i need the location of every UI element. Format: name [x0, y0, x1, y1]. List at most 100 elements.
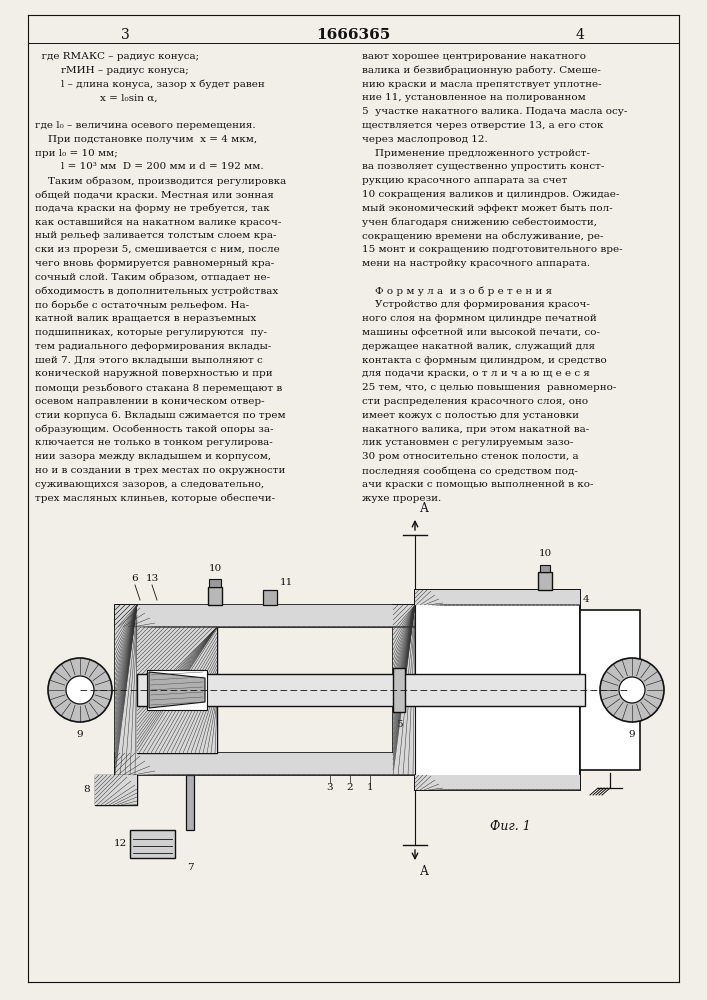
- Text: сти распределения красочного слоя, оно: сти распределения красочного слоя, оно: [362, 397, 588, 406]
- Text: суживающихся зазоров, а следовательно,: суживающихся зазоров, а следовательно,: [35, 480, 264, 489]
- Text: катной валик вращается в неразъемных: катной валик вращается в неразъемных: [35, 314, 256, 323]
- Text: через маслопровод 12.: через маслопровод 12.: [362, 135, 488, 144]
- Text: рукцию красочного аппарата за счет: рукцию красочного аппарата за счет: [362, 176, 567, 185]
- Bar: [137, 674, 585, 706]
- Bar: [115, 753, 415, 775]
- Text: для подачи краски, о т л и ч а ю щ е е с я: для подачи краски, о т л и ч а ю щ е е с…: [362, 369, 590, 378]
- Text: А: А: [420, 865, 429, 878]
- Polygon shape: [149, 672, 205, 708]
- Text: 4: 4: [575, 28, 585, 42]
- Bar: [415, 775, 580, 790]
- Text: помощи резьбового стакана 8 перемещают в: помощи резьбового стакана 8 перемещают в: [35, 383, 282, 393]
- Text: подача краски на форму не требуется, так: подача краски на форму не требуется, так: [35, 204, 270, 213]
- Text: 5: 5: [396, 720, 402, 729]
- Text: 15 монт и сокращению подготовительного вре-: 15 монт и сокращению подготовительного в…: [362, 245, 623, 254]
- Text: ва позволяет существенно упростить конст-: ва позволяет существенно упростить конст…: [362, 162, 604, 171]
- Text: по борьбе с остаточным рельефом. На-: по борьбе с остаточным рельефом. На-: [35, 300, 249, 310]
- Text: контакта с формным цилиндром, и средство: контакта с формным цилиндром, и средство: [362, 356, 607, 365]
- Bar: [115, 605, 415, 627]
- Bar: [147, 670, 207, 710]
- Text: 2: 2: [346, 783, 354, 792]
- Text: 3: 3: [327, 783, 333, 792]
- Text: 6: 6: [132, 574, 139, 583]
- Bar: [186, 775, 194, 830]
- Bar: [115, 753, 415, 775]
- Bar: [415, 590, 580, 790]
- Text: где l₀ – величина осевого перемещения.: где l₀ – величина осевого перемещения.: [35, 121, 256, 130]
- Text: 13: 13: [146, 574, 158, 583]
- Text: 30 ром относительно стенок полости, а: 30 ром относительно стенок полости, а: [362, 452, 578, 461]
- Text: где RМАКС – радиус конуса;: где RМАКС – радиус конуса;: [35, 52, 199, 61]
- Text: 9: 9: [76, 730, 83, 739]
- Text: ачи краски с помощью выполненной в ко-: ачи краски с помощью выполненной в ко-: [362, 480, 593, 489]
- Bar: [95, 775, 137, 805]
- Text: накатного валика, при этом накатной ва-: накатного валика, при этом накатной ва-: [362, 425, 589, 434]
- Bar: [393, 605, 415, 775]
- Bar: [95, 775, 137, 805]
- Circle shape: [48, 658, 112, 722]
- Text: Применение предложенного устройст-: Применение предложенного устройст-: [362, 149, 590, 158]
- Text: Таким образом, производится регулировка: Таким образом, производится регулировка: [35, 176, 286, 186]
- Bar: [130, 830, 175, 858]
- Text: валика и безвибрационную работу. Смеше-: валика и безвибрационную работу. Смеше-: [362, 66, 601, 75]
- Circle shape: [619, 677, 645, 703]
- Text: 7: 7: [187, 863, 193, 872]
- Text: ние 11, установленное на полированном: ние 11, установленное на полированном: [362, 93, 586, 102]
- Text: нии зазора между вкладышем и корпусом,: нии зазора между вкладышем и корпусом,: [35, 452, 271, 461]
- Text: лик установмен с регулируемым зазо-: лик установмен с регулируемым зазо-: [362, 438, 573, 447]
- Text: ного слоя на формном цилиндре печатной: ного слоя на формном цилиндре печатной: [362, 314, 597, 323]
- Text: сокращению времени на обслуживание, ре-: сокращению времени на обслуживание, ре-: [362, 231, 604, 241]
- Text: сочный слой. Таким образом, отпадает не-: сочный слой. Таким образом, отпадает не-: [35, 273, 270, 282]
- Text: учен благодаря снижению себестоимости,: учен благодаря снижению себестоимости,: [362, 218, 597, 227]
- Text: при l₀ = 10 мм;: при l₀ = 10 мм;: [35, 149, 118, 158]
- Bar: [115, 605, 415, 627]
- Text: осевом направлении в коническом отвер-: осевом направлении в коническом отвер-: [35, 397, 264, 406]
- Bar: [137, 627, 217, 753]
- Text: Ф о р м у л а  и з о б р е т е н и я: Ф о р м у л а и з о б р е т е н и я: [362, 287, 552, 296]
- Text: 3: 3: [121, 28, 129, 42]
- Bar: [393, 605, 415, 775]
- Text: образующим. Особенность такой опоры за-: образующим. Особенность такой опоры за-: [35, 425, 274, 434]
- Bar: [393, 668, 405, 712]
- Text: машины офсетной или высокой печати, со-: машины офсетной или высокой печати, со-: [362, 328, 600, 337]
- Text: вают хорошее центрирование накатного: вают хорошее центрирование накатного: [362, 52, 586, 61]
- Text: 4: 4: [583, 595, 590, 604]
- Text: 10 сокращения валиков и цилиндров. Ожидае-: 10 сокращения валиков и цилиндров. Ожида…: [362, 190, 619, 199]
- Bar: [115, 605, 137, 775]
- Text: обходимость в дополнительных устройствах: обходимость в дополнительных устройствах: [35, 287, 279, 296]
- Text: чего вновь формируется равномерный кра-: чего вновь формируется равномерный кра-: [35, 259, 274, 268]
- Text: мени на настройку красочного аппарата.: мени на настройку красочного аппарата.: [362, 259, 590, 268]
- Text: последняя сообщена со средством под-: последняя сообщена со средством под-: [362, 466, 578, 476]
- Circle shape: [600, 658, 664, 722]
- Text: x = l₀sin α,: x = l₀sin α,: [35, 93, 158, 102]
- Text: трех масляных клиньев, которые обеспечи-: трех масляных клиньев, которые обеспечи-: [35, 494, 275, 503]
- Text: шей 7. Для этого вкладыши выполняют с: шей 7. Для этого вкладыши выполняют с: [35, 356, 263, 365]
- Bar: [263, 590, 277, 605]
- Text: стии корпуса 6. Вкладыш сжимается по трем: стии корпуса 6. Вкладыш сжимается по тре…: [35, 411, 286, 420]
- Text: ный рельеф заливается толстым слоем кра-: ный рельеф заливается толстым слоем кра-: [35, 231, 276, 240]
- Text: 12: 12: [114, 840, 127, 848]
- Text: конической наружной поверхностью и при: конической наружной поверхностью и при: [35, 369, 273, 378]
- Bar: [580, 610, 640, 770]
- Text: rМИН – радиус конуса;: rМИН – радиус конуса;: [35, 66, 189, 75]
- Circle shape: [66, 676, 94, 704]
- Bar: [208, 587, 222, 605]
- Text: l = 10³ мм  D = 200 мм и d = 192 мм.: l = 10³ мм D = 200 мм и d = 192 мм.: [35, 162, 264, 171]
- Text: как оставшийся на накатном валике красоч-: как оставшийся на накатном валике красоч…: [35, 218, 281, 227]
- Text: ключается не только в тонком регулирова-: ключается не только в тонком регулирова-: [35, 438, 273, 447]
- Text: Устройство для формирования красоч-: Устройство для формирования красоч-: [362, 300, 590, 309]
- Text: 1: 1: [367, 783, 373, 792]
- Text: 10: 10: [209, 564, 221, 573]
- Text: 10: 10: [538, 549, 551, 558]
- Text: 11: 11: [280, 578, 293, 587]
- Text: подшипниках, которые регулируются  пу-: подшипниках, которые регулируются пу-: [35, 328, 267, 337]
- Text: 9: 9: [629, 730, 636, 739]
- Text: 5  участке накатного валика. Подача масла осу-: 5 участке накатного валика. Подача масла…: [362, 107, 627, 116]
- Text: ски из прорези 5, смешивается с ним, после: ски из прорези 5, смешивается с ним, пос…: [35, 245, 280, 254]
- Bar: [137, 627, 217, 753]
- Text: нию краски и масла препятствует уплотне-: нию краски и масла препятствует уплотне-: [362, 80, 602, 89]
- Text: 1666365: 1666365: [316, 28, 390, 42]
- Text: держащее накатной валик, служащий для: держащее накатной валик, служащий для: [362, 342, 595, 351]
- Text: но и в создании в трех местах по окружности: но и в создании в трех местах по окружно…: [35, 466, 286, 475]
- Bar: [115, 605, 137, 775]
